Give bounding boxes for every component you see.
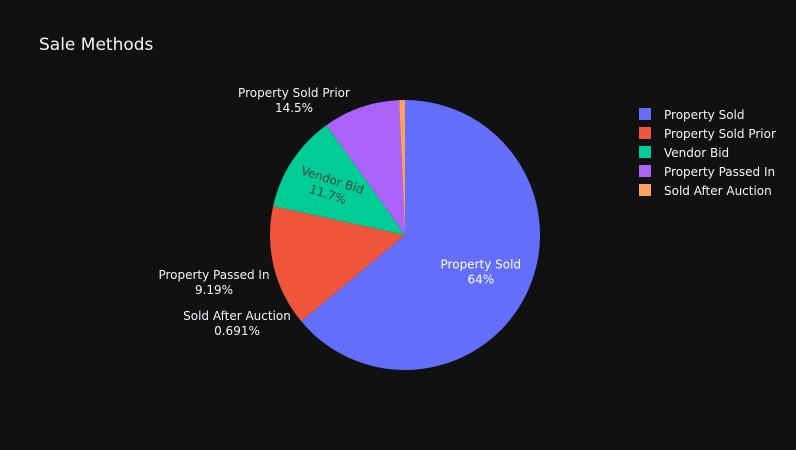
pie-slice-vendor-bid[interactable] — [273, 125, 405, 235]
legend-label: Vendor Bid — [664, 146, 729, 160]
slice-label-percent: 14.5% — [275, 101, 313, 115]
legend-label: Property Passed In — [664, 165, 775, 179]
legend-item-property-passed-in[interactable]: Property Passed In — [639, 165, 775, 179]
slice-label-name: Property Sold — [441, 258, 522, 272]
legend-swatch — [639, 127, 651, 139]
chart-title: Sale Methods — [39, 35, 154, 55]
legend-swatch — [639, 108, 651, 120]
pie-slice-property-sold-prior[interactable] — [269, 206, 405, 322]
legend-swatch — [639, 146, 651, 158]
legend-swatch — [639, 165, 651, 177]
legend-label: Sold After Auction — [664, 184, 772, 198]
legend-item-sold-after-auction[interactable]: Sold After Auction — [639, 184, 772, 198]
slice-label-name: Property Sold Prior — [238, 86, 350, 100]
slice-label-percent: 9.19% — [195, 283, 233, 297]
pie-slice-sold-after-auction[interactable] — [399, 100, 405, 235]
legend: Property Sold Property Sold Prior Vendor B… — [639, 108, 776, 198]
slice-label-property-passed-in: Property Passed In9.19% — [158, 268, 269, 297]
legend-item-property-sold[interactable]: Property Sold — [639, 108, 745, 122]
pie-slice-property-passed-in[interactable] — [326, 100, 405, 235]
legend-item-vendor-bid[interactable]: Vendor Bid — [639, 146, 729, 160]
slice-label-name: Sold After Auction — [183, 309, 291, 323]
legend-item-property-sold-prior[interactable]: Property Sold Prior — [639, 127, 776, 141]
legend-swatch — [639, 184, 651, 196]
slice-label-percent: 64% — [467, 273, 494, 287]
slice-label-name: Property Passed In — [158, 268, 269, 282]
pie-slices — [269, 100, 540, 370]
legend-label: Property Sold — [664, 108, 745, 122]
legend-label: Property Sold Prior — [664, 127, 776, 141]
slice-label-percent: 0.691% — [214, 324, 260, 338]
pie-slice-property-sold[interactable] — [301, 100, 540, 370]
